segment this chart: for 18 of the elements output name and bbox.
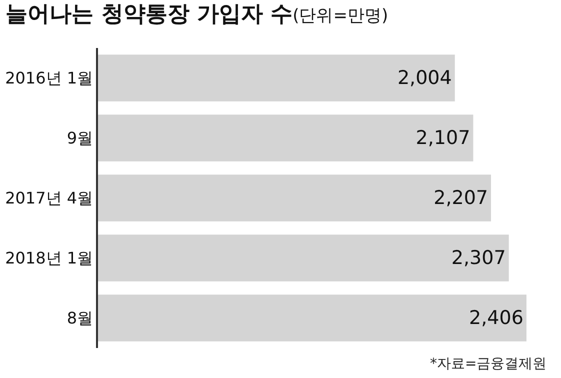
y-tick-label: 8월 [66,308,94,328]
chart-subtitle: (단위=만명) [292,6,388,26]
y-tick-label: 2018년 1월 [5,248,94,268]
y-tick-label: 9월 [66,128,94,148]
bar [98,294,526,342]
bar [98,234,509,282]
data-label: 2,307 [451,247,506,269]
data-label: 2,207 [434,187,488,209]
text: *자료=금융결제원 [430,356,547,372]
data-label: 2,107 [416,127,470,149]
bar [98,54,455,102]
chart-title: 늘어나는 청약통장 가입자 수 [6,2,293,28]
y-tick-label: 2016년 1월 [5,68,94,88]
y-tick-label: 2017년 4월 [5,188,94,208]
data-label: 2,406 [469,307,524,329]
bar [98,114,474,162]
data-label: 2,004 [397,67,452,89]
bar [98,174,492,222]
